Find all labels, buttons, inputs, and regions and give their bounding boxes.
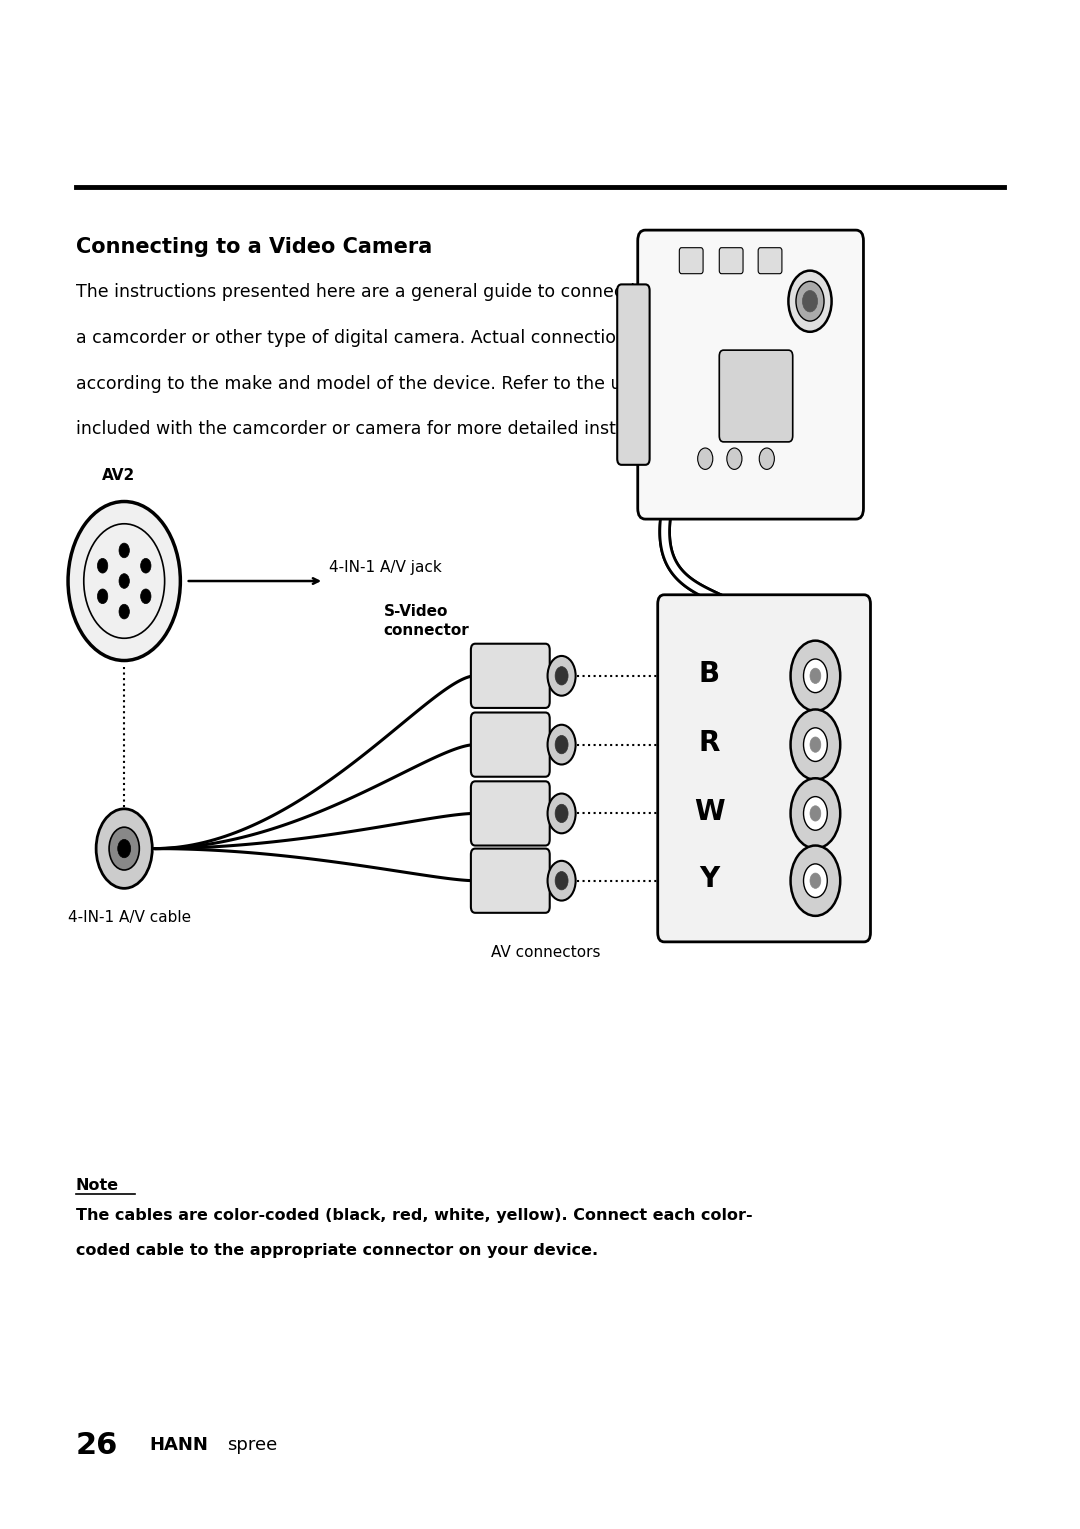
Circle shape	[548, 794, 576, 833]
Text: 26: 26	[76, 1431, 118, 1460]
Text: 4-IN-1 A/V jack: 4-IN-1 A/V jack	[329, 560, 442, 575]
Circle shape	[97, 589, 108, 604]
Text: B: B	[699, 661, 720, 688]
FancyBboxPatch shape	[758, 248, 782, 274]
Circle shape	[118, 839, 131, 858]
Circle shape	[548, 861, 576, 901]
Text: S-Video
connector: S-Video connector	[383, 604, 469, 638]
Circle shape	[796, 281, 824, 321]
Circle shape	[698, 448, 713, 469]
FancyBboxPatch shape	[471, 713, 550, 777]
FancyBboxPatch shape	[679, 248, 703, 274]
Circle shape	[810, 668, 821, 683]
Text: according to the make and model of the device. Refer to the user’s manual: according to the make and model of the d…	[76, 375, 733, 393]
Circle shape	[810, 873, 821, 888]
Circle shape	[727, 448, 742, 469]
Text: a camcorder or other type of digital camera. Actual connections may vary: a camcorder or other type of digital cam…	[76, 329, 723, 347]
Text: W: W	[694, 798, 725, 826]
Circle shape	[804, 659, 827, 693]
Text: included with the camcorder or camera for more detailed instructions.: included with the camcorder or camera fo…	[76, 420, 691, 439]
Text: coded cable to the appropriate connector on your device.: coded cable to the appropriate connector…	[76, 1243, 597, 1258]
Text: R: R	[699, 729, 720, 757]
Text: HANN: HANN	[149, 1436, 208, 1454]
Circle shape	[548, 725, 576, 764]
Circle shape	[555, 804, 568, 823]
Text: 4-IN-1 A/V cable: 4-IN-1 A/V cable	[68, 910, 191, 925]
Circle shape	[68, 502, 180, 661]
Circle shape	[109, 827, 139, 870]
Circle shape	[140, 558, 151, 573]
FancyBboxPatch shape	[471, 781, 550, 846]
Circle shape	[119, 573, 130, 589]
Circle shape	[555, 735, 568, 754]
Circle shape	[97, 558, 108, 573]
Text: Connecting to a Video Camera: Connecting to a Video Camera	[76, 237, 432, 257]
Circle shape	[804, 797, 827, 830]
Text: The instructions presented here are a general guide to connecting the TV to: The instructions presented here are a ge…	[76, 283, 742, 301]
Circle shape	[548, 656, 576, 696]
FancyBboxPatch shape	[617, 284, 649, 465]
Text: spree: spree	[227, 1436, 278, 1454]
Circle shape	[791, 778, 840, 849]
Circle shape	[555, 667, 568, 685]
Circle shape	[791, 641, 840, 711]
Circle shape	[96, 809, 152, 888]
Circle shape	[791, 846, 840, 916]
Circle shape	[788, 271, 832, 332]
Text: AV connectors: AV connectors	[490, 945, 600, 960]
Text: AV2: AV2	[103, 468, 135, 483]
Circle shape	[119, 604, 130, 619]
Circle shape	[804, 864, 827, 898]
Circle shape	[555, 872, 568, 890]
Text: The cables are color-coded (black, red, white, yellow). Connect each color-: The cables are color-coded (black, red, …	[76, 1208, 753, 1223]
Circle shape	[791, 709, 840, 780]
FancyBboxPatch shape	[637, 231, 864, 518]
FancyBboxPatch shape	[471, 849, 550, 913]
FancyBboxPatch shape	[719, 350, 793, 442]
FancyBboxPatch shape	[719, 248, 743, 274]
FancyBboxPatch shape	[658, 595, 870, 942]
Circle shape	[810, 737, 821, 752]
FancyBboxPatch shape	[471, 644, 550, 708]
Circle shape	[802, 291, 818, 312]
Circle shape	[759, 448, 774, 469]
Text: Note: Note	[76, 1177, 119, 1193]
Circle shape	[810, 806, 821, 821]
Circle shape	[140, 589, 151, 604]
Text: Y: Y	[700, 865, 719, 893]
Circle shape	[119, 543, 130, 558]
Circle shape	[804, 728, 827, 761]
